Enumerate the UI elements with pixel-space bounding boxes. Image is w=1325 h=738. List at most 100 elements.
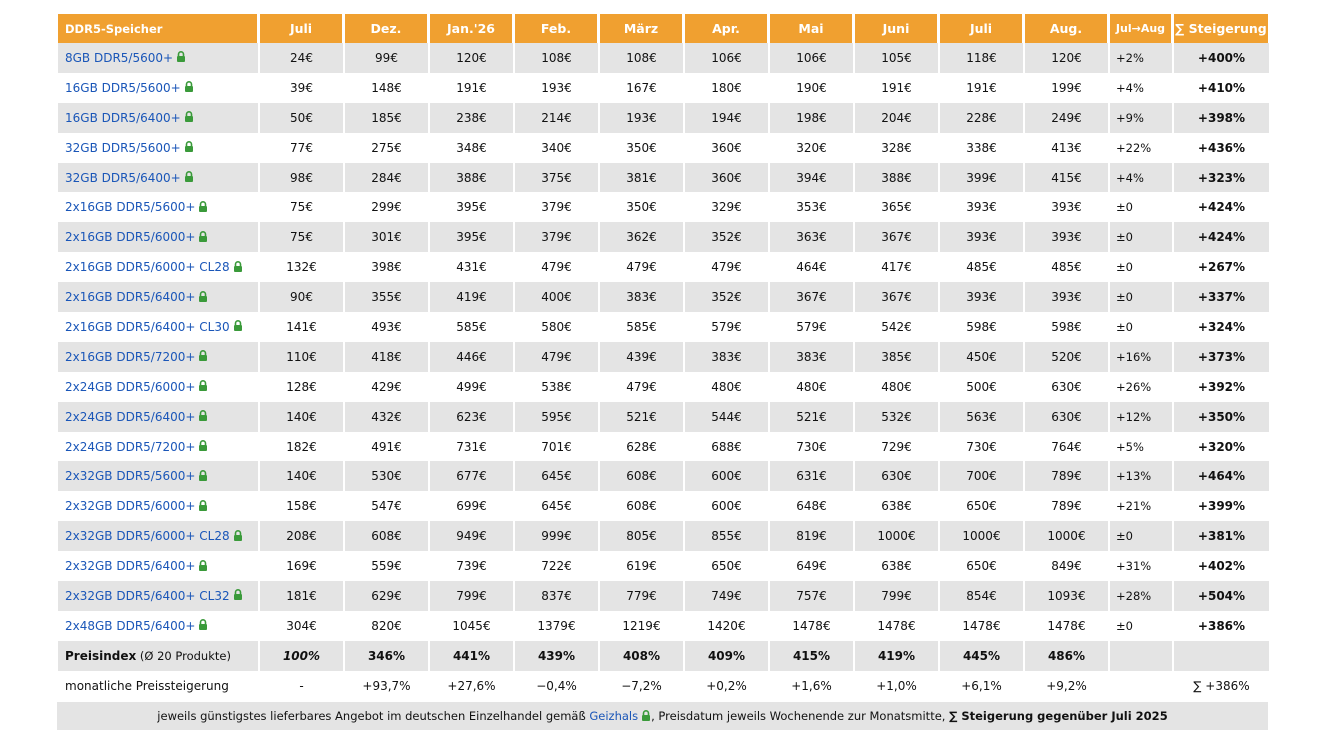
- product-cell: 8GB DDR5/5600+: [58, 43, 258, 73]
- table-row: 2x32GB DDR5/6000+ 158€ 547€ 699€ 645€ 608€ 600…: [58, 491, 1269, 521]
- price-cell: 700€: [940, 461, 1023, 492]
- price-cell: 638€: [881, 559, 912, 574]
- price-cell: 677€: [430, 461, 513, 492]
- price-cell: 479€: [515, 341, 598, 372]
- price-cell: 730€: [796, 439, 827, 454]
- price-cell: 789€: [1025, 461, 1108, 492]
- price-cell: 367€: [855, 282, 938, 313]
- price-cell: 849€: [1051, 559, 1082, 574]
- product-link[interactable]: 2x32GB DDR5/5600+: [65, 469, 196, 484]
- product-link[interactable]: 16GB DDR5/6400+: [65, 110, 181, 125]
- price-cell: 532€: [855, 401, 938, 432]
- product-cell: 2x24GB DDR5/7200+: [58, 432, 258, 462]
- product-link[interactable]: 32GB DDR5/6400+: [65, 170, 181, 185]
- product-link[interactable]: 16GB DDR5/5600+: [65, 80, 181, 95]
- price-cell: 699€: [456, 499, 487, 514]
- index-cell: 100%: [260, 640, 343, 671]
- header-cell: März: [600, 14, 683, 43]
- product-link[interactable]: 2x16GB DDR5/6400+ CL30: [65, 319, 230, 334]
- price-cell: 649€: [796, 559, 827, 574]
- index-cell: 419%: [855, 640, 938, 671]
- price-cell: 650€: [711, 559, 742, 574]
- product-link[interactable]: 2x48GB DDR5/6400+: [65, 618, 196, 633]
- price-cell: 415€: [1025, 162, 1108, 193]
- price-cell: 110€: [260, 341, 343, 372]
- change-cell: +22%: [1116, 140, 1152, 155]
- change-cell: +31%: [1116, 559, 1152, 574]
- price-index-suffix: (Ø 20 Produkte): [136, 648, 231, 663]
- lock-icon: [184, 81, 193, 93]
- product-cell: 2x32GB DDR5/6000+ CL28: [58, 521, 258, 552]
- price-cell: 749€: [685, 581, 768, 611]
- price-cell: 585€: [456, 319, 487, 334]
- price-cell: 485€: [966, 260, 997, 275]
- lock-icon: [184, 141, 193, 153]
- product-link[interactable]: 8GB DDR5/5600+: [65, 50, 174, 65]
- product-link[interactable]: 32GB DDR5/5600+: [65, 140, 181, 155]
- price-cell: 491€: [371, 439, 402, 454]
- monthly-cell: +1,6%: [770, 670, 853, 701]
- price-cell: 181€: [260, 581, 343, 611]
- product-link[interactable]: 2x32GB DDR5/6000+ CL28: [65, 529, 230, 544]
- price-cell: 431€: [456, 260, 487, 275]
- product-cell: 2x16GB DDR5/6000+: [58, 222, 258, 253]
- header-cell: Juli: [940, 14, 1023, 43]
- product-link[interactable]: 2x16GB DDR5/6000+: [65, 230, 196, 245]
- price-cell: 120€: [430, 43, 513, 73]
- price-cell: 1093€: [1025, 581, 1108, 611]
- price-cell: 645€: [515, 461, 598, 492]
- price-cell: 1000€: [940, 521, 1023, 552]
- price-cell: 701€: [541, 439, 572, 454]
- lock-icon: [199, 290, 208, 302]
- price-cell: 799€: [430, 581, 513, 611]
- total-increase-cell: +324%: [1197, 319, 1246, 334]
- price-cell: 600€: [685, 461, 768, 492]
- geizhals-link[interactable]: Geizhals: [589, 709, 639, 723]
- price-cell: 598€: [1051, 319, 1082, 334]
- price-cell: 158€: [286, 499, 317, 514]
- price-cell: 480€: [881, 379, 912, 394]
- lock-icon: [199, 469, 208, 481]
- price-cell: 417€: [881, 260, 912, 275]
- price-cell: 600€: [711, 499, 742, 514]
- price-cell: 837€: [515, 581, 598, 611]
- price-cell: 650€: [966, 499, 997, 514]
- footer-text-middle: , Preisdatum jeweils Wochenende zur Mona…: [651, 709, 950, 723]
- product-cell: 2x24GB DDR5/6000+: [58, 372, 258, 402]
- change-cell: +16%: [1110, 341, 1172, 372]
- product-link[interactable]: 2x16GB DDR5/5600+: [65, 200, 196, 215]
- product-link[interactable]: 2x24GB DDR5/6000+: [65, 379, 196, 394]
- product-link[interactable]: 2x16GB DDR5/6000+ CL28: [65, 260, 230, 275]
- total-increase-cell: +504%: [1174, 581, 1269, 611]
- lock-icon: [233, 589, 242, 601]
- monthly-cell: −7,2%: [600, 670, 683, 701]
- product-link[interactable]: 2x16GB DDR5/7200+: [65, 349, 196, 364]
- header-cell: Mai: [770, 14, 853, 43]
- lock-icon: [199, 559, 208, 571]
- product-link[interactable]: 2x24GB DDR5/6400+: [65, 409, 196, 424]
- product-link[interactable]: 2x32GB DDR5/6000+: [65, 499, 196, 514]
- product-link[interactable]: 2x32GB DDR5/6400+ CL32: [65, 588, 230, 603]
- header-cell: Juli: [260, 14, 343, 43]
- price-cell: 480€: [796, 379, 827, 394]
- price-cell: 190€: [796, 80, 827, 95]
- price-cell: 367€: [770, 282, 853, 313]
- price-cell: 820€: [371, 618, 402, 633]
- index-cell: 415%: [770, 640, 853, 671]
- price-cell: 1045€: [452, 618, 491, 633]
- product-link[interactable]: 2x32GB DDR5/6400+: [65, 559, 196, 574]
- price-cell: 118€: [940, 43, 1023, 73]
- product-link[interactable]: 2x24GB DDR5/7200+: [65, 439, 196, 454]
- price-cell: 493€: [371, 319, 402, 334]
- change-cell: +21%: [1116, 499, 1152, 514]
- header-cell: DDR5-Speicher: [58, 14, 258, 43]
- price-cell: 301€: [345, 222, 428, 253]
- price-cell: 544€: [685, 401, 768, 432]
- lock-icon: [638, 709, 651, 723]
- price-cell: 214€: [515, 102, 598, 133]
- product-link[interactable]: 2x16GB DDR5/6400+: [65, 290, 196, 305]
- price-cell: 194€: [685, 102, 768, 133]
- price-cell: 500€: [966, 379, 997, 394]
- price-cell: 628€: [626, 439, 657, 454]
- price-cell: 105€: [855, 43, 938, 73]
